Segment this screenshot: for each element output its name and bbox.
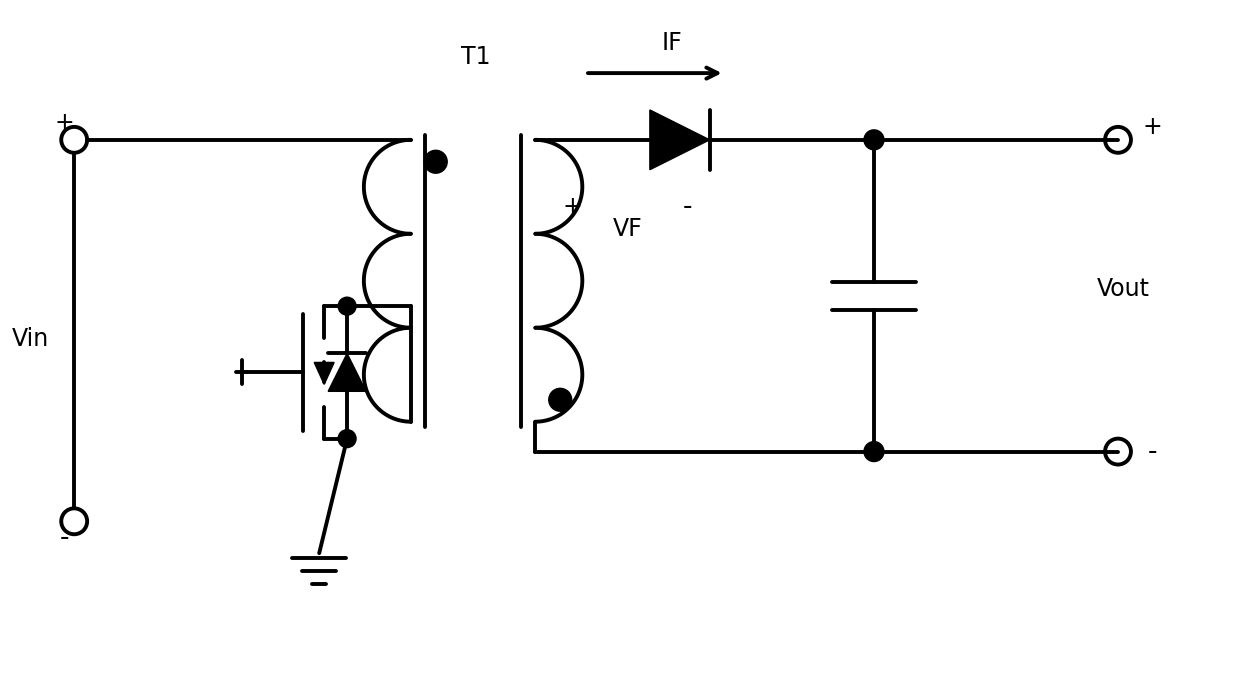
Circle shape [424,151,447,174]
Text: +: + [55,111,74,135]
Polygon shape [328,353,366,391]
Text: -: - [1149,439,1157,464]
Text: IF: IF [662,31,683,56]
Text: +: + [563,194,582,219]
Text: Vin: Vin [11,327,50,351]
Circle shape [338,297,356,315]
Text: Vout: Vout [1097,277,1150,301]
Text: VF: VF [613,217,643,242]
Circle shape [549,389,571,412]
Circle shape [864,441,883,462]
Text: -: - [59,525,69,551]
Polygon shape [650,110,710,170]
Circle shape [864,130,883,150]
Circle shape [338,430,356,448]
Polygon shape [315,362,335,384]
Text: +: + [1144,115,1162,139]
Text: T1: T1 [461,45,491,69]
Text: -: - [683,194,693,219]
